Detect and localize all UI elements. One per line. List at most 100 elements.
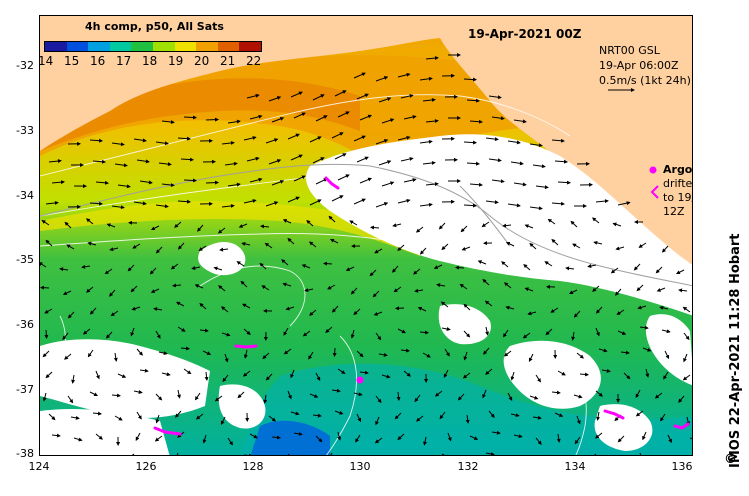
current-vector	[483, 347, 490, 355]
current-vector	[570, 220, 578, 228]
current-vector	[460, 225, 468, 233]
current-vector	[524, 287, 534, 292]
current-vector	[594, 453, 597, 455]
current-vector	[397, 454, 398, 455]
current-vector	[419, 139, 433, 144]
current-vector	[438, 222, 446, 230]
current-vector	[683, 353, 688, 363]
sst-contours	[40, 94, 587, 455]
current-vector	[194, 284, 204, 289]
current-vector	[312, 94, 325, 101]
current-vector	[617, 201, 631, 206]
current-vector	[436, 283, 446, 288]
current-vector	[89, 307, 97, 315]
current-vector	[513, 182, 527, 187]
current-vector	[194, 392, 201, 401]
cloud-cover	[40, 134, 692, 455]
current-vector	[244, 453, 253, 455]
current-vector	[654, 392, 663, 399]
current-vector	[271, 435, 281, 440]
colorbar-segment	[152, 42, 175, 51]
current-vector	[485, 368, 493, 375]
current-vector	[595, 390, 603, 397]
colorbar-tick-label: 21	[220, 54, 236, 68]
current-vector	[221, 332, 231, 337]
current-vector	[355, 434, 361, 443]
sst-map-canvas	[40, 16, 692, 455]
current-vector	[282, 219, 292, 224]
current-vector	[381, 374, 391, 379]
current-vector	[154, 435, 163, 442]
current-vector	[139, 180, 153, 185]
current-vector	[635, 389, 641, 398]
current-vector	[337, 431, 342, 441]
current-vector	[133, 390, 143, 394]
current-vector	[505, 242, 515, 247]
current-vector	[242, 303, 251, 309]
current-legend-source: NRT00 GSL	[599, 44, 660, 57]
current-vector	[337, 111, 350, 118]
current-vector	[153, 307, 163, 312]
current-vector	[528, 353, 534, 362]
current-vector	[48, 413, 56, 421]
current-vector	[397, 72, 411, 78]
current-vector	[378, 97, 392, 103]
current-vector	[42, 350, 50, 358]
current-vector	[463, 77, 477, 82]
current-vector	[455, 265, 465, 270]
current-vector	[485, 451, 495, 455]
current-vector	[529, 143, 543, 148]
colorbar-label: 4h comp, p50, All Sats	[85, 20, 224, 33]
current-vector	[551, 390, 561, 395]
current-vector	[315, 178, 328, 185]
current-vector	[425, 182, 439, 187]
colorbar-tick-label: 14	[39, 54, 54, 68]
current-vector	[465, 414, 470, 424]
current-vector	[638, 242, 647, 248]
argo-drifter-tracks	[153, 176, 690, 436]
colorbar-segment	[45, 42, 67, 51]
current-vector	[488, 95, 502, 100]
current-vector	[330, 452, 333, 455]
current-vector	[95, 433, 103, 440]
current-vector	[481, 221, 490, 228]
current-vector	[551, 454, 552, 455]
current-vector	[241, 241, 251, 246]
current-vector	[304, 288, 314, 293]
current-vector	[290, 369, 295, 379]
current-vector	[633, 263, 641, 271]
current-vector	[202, 350, 212, 355]
current-vector	[663, 371, 669, 380]
current-vector	[661, 329, 671, 334]
current-vector	[373, 311, 383, 316]
current-vector	[217, 227, 226, 234]
current-vector	[44, 308, 53, 314]
colorbar-tick-label: 16	[90, 54, 106, 68]
current-vector	[423, 436, 427, 446]
current-vector	[434, 390, 443, 397]
current-vector	[117, 184, 131, 189]
current-vector	[265, 373, 273, 381]
current-vector	[44, 329, 49, 339]
x-tick-label: 132	[457, 460, 479, 473]
current-vector	[617, 435, 625, 443]
colorbar-segment	[239, 42, 261, 51]
current-vector	[325, 326, 333, 333]
current-vector	[287, 133, 300, 140]
current-vector	[592, 285, 600, 292]
current-vector	[529, 395, 539, 400]
current-vector	[419, 202, 433, 207]
current-vector	[598, 348, 608, 353]
current-vector	[551, 138, 565, 143]
current-vector	[131, 453, 135, 455]
current-vector	[337, 174, 350, 181]
current-vector	[92, 159, 106, 164]
current-vector	[370, 225, 380, 230]
land-australia	[40, 16, 692, 285]
current-vector	[176, 452, 179, 455]
current-vector	[73, 437, 83, 442]
colorbar-ticks: 14 15 16 17 18 19 20 21 22	[40, 54, 270, 68]
current-vector	[337, 368, 346, 374]
current-vector	[249, 114, 263, 120]
current-vector	[177, 389, 181, 399]
